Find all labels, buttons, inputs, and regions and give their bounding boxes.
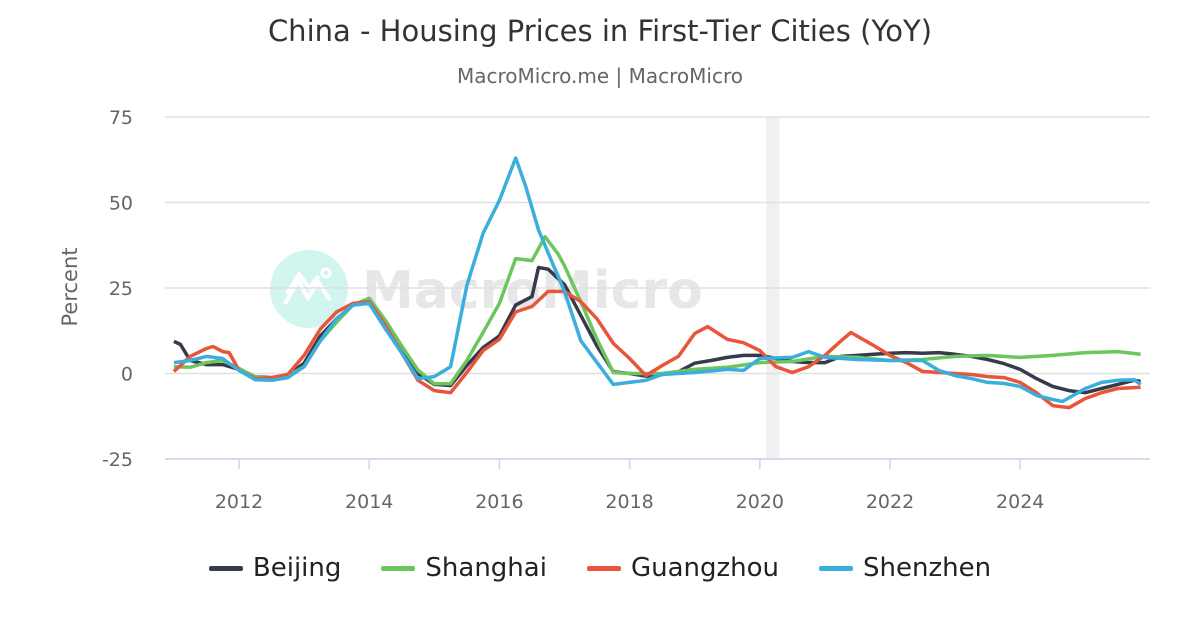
x-tick-label: 2018 (605, 491, 653, 513)
legend-swatch (381, 565, 416, 571)
x-tick-label: 2022 (866, 491, 914, 513)
x-tick-label: 2020 (736, 491, 784, 513)
x-tick-label: 2024 (996, 491, 1044, 513)
series-line-shenzhen (173, 156, 1142, 404)
legend-label: Guangzhou (630, 553, 780, 583)
legend-item-guangzhou[interactable]: Guangzhou (586, 553, 780, 583)
legend-item-shanghai[interactable]: Shanghai (381, 553, 547, 583)
legend-item-beijing[interactable]: Beijing (208, 553, 342, 583)
y-axis-label: Percent (58, 247, 82, 326)
legend: Beijing Shanghai Guangzhou Shenzhen (0, 553, 1200, 583)
series-line-guangzhou (172, 289, 1141, 410)
legend-item-shenzhen[interactable]: Shenzhen (819, 553, 991, 583)
x-tick-label: 2012 (215, 491, 263, 513)
legend-label: Shanghai (425, 553, 547, 583)
chart-subtitle: MacroMicro.me | MacroMicro (457, 64, 743, 88)
legend-label: Beijing (252, 553, 342, 583)
y-tick-label: -25 (102, 449, 133, 471)
chart-title: China - Housing Prices in First-Tier Cit… (267, 14, 933, 48)
y-tick-label: 25 (109, 278, 133, 300)
watermark-logo: MacroMicro (270, 250, 703, 328)
x-tick-label: 2016 (475, 491, 523, 513)
x-tick-label: 2014 (345, 491, 393, 513)
y-tick-label: 0 (121, 364, 133, 386)
legend-swatch (586, 565, 621, 571)
legend-label: Shenzhen (863, 553, 992, 583)
legend-swatch (819, 565, 854, 571)
y-tick-label: 50 (109, 193, 133, 215)
legend-swatch (208, 565, 243, 571)
y-tick-label: 75 (109, 107, 133, 129)
